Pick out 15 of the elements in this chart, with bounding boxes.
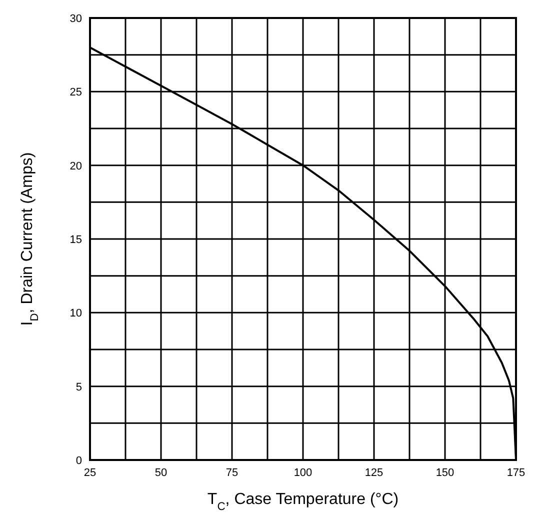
y-tick-label: 15 bbox=[70, 234, 82, 246]
y-tick-label: 25 bbox=[70, 86, 82, 99]
x-tick-label: 150 bbox=[436, 467, 454, 479]
y-tick-label: 0 bbox=[76, 455, 82, 467]
x-axis-title: T$_{C}$, Case Temperature (°C) bbox=[207, 491, 399, 513]
x-tick-label: 25 bbox=[84, 467, 96, 479]
x-tick-label: 125 bbox=[364, 467, 384, 479]
y-tick-label: 10 bbox=[70, 308, 82, 320]
x-tick-label: 50 bbox=[154, 467, 168, 479]
x-tick-label: 100 bbox=[294, 467, 312, 479]
y-tick-label: 20 bbox=[70, 160, 82, 172]
y-tick-label: 30 bbox=[70, 13, 82, 25]
x-tick-label: 175 bbox=[506, 467, 526, 479]
x-tick-label: 75 bbox=[226, 467, 238, 479]
y-tick-label: 5 bbox=[76, 381, 82, 394]
